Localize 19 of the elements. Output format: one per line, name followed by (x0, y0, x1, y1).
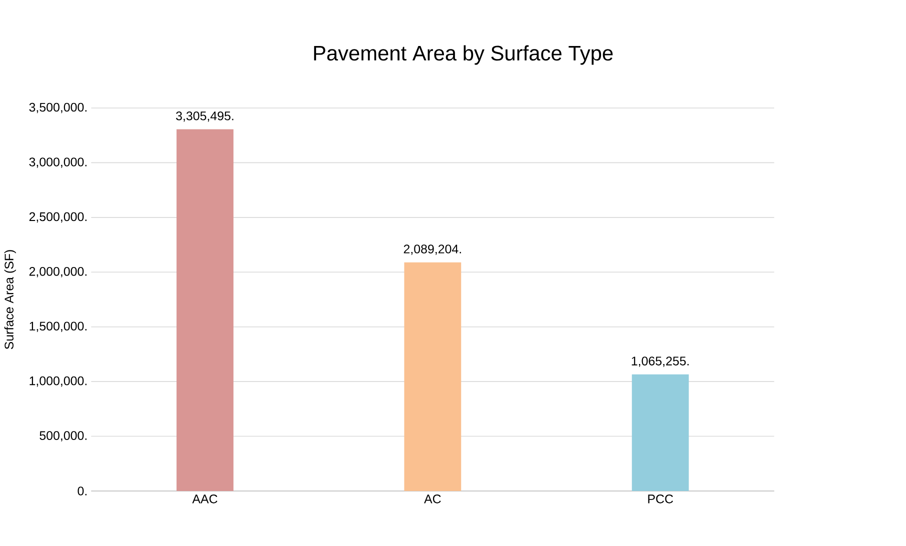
bar (176, 129, 234, 491)
data-label: 3,305,495. (176, 111, 234, 122)
x-tick-label: AC (424, 494, 441, 504)
y-tick-label: 1,000,000. (30, 376, 87, 387)
data-label: 2,089,204. (404, 244, 461, 255)
bar (404, 262, 462, 491)
y-tick-label: 2,000,000. (29, 267, 87, 278)
chart-title: Pavement Area by Surface Type (314, 45, 613, 65)
bar (632, 374, 689, 491)
y-tick-label: 1,500,000. (30, 322, 87, 332)
x-tick-label: PCC (648, 494, 674, 504)
y-axis-title: Surface Area (SF) (4, 250, 16, 350)
data-label: 1,065,255. (632, 356, 689, 367)
x-tick-label: AAC (192, 494, 218, 504)
y-tick-label: 500,000. (40, 431, 87, 442)
y-tick-label: 0. (78, 486, 87, 496)
y-tick-label: 3,500,000. (29, 102, 87, 114)
y-tick-label: 2,500,000. (29, 212, 87, 223)
y-tick-label: 3,000,000. (29, 158, 87, 168)
